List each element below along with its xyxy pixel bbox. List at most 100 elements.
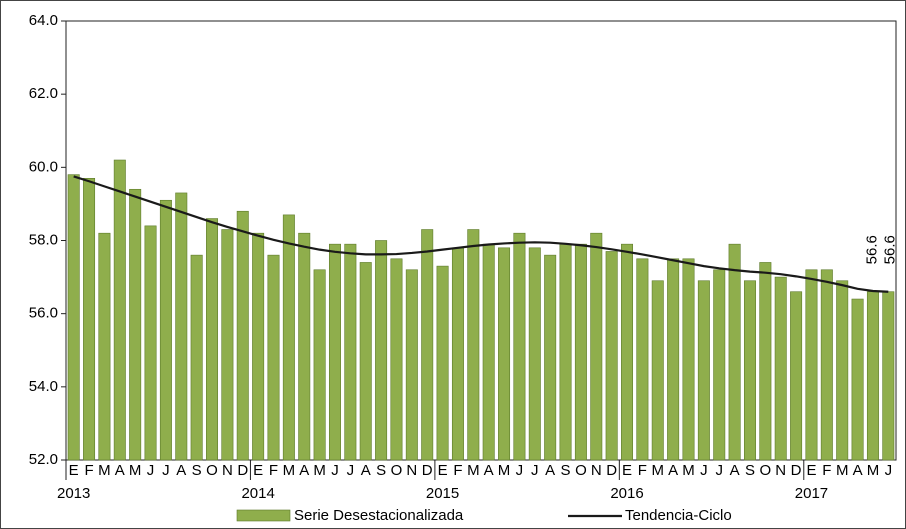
bar: [129, 188, 142, 461]
legend-label: Tendencia-Ciclo: [625, 507, 732, 524]
x-tick-label: F: [822, 462, 831, 479]
y-tick-label: 62.0: [29, 85, 58, 102]
x-tick-label: M: [498, 462, 511, 479]
year-label: 2013: [57, 485, 90, 502]
x-tick-label: J: [885, 462, 893, 479]
x-tick-label: M: [283, 462, 296, 479]
x-tick-label: M: [98, 462, 111, 479]
year-label: 2014: [241, 485, 274, 502]
x-tick-label: O: [391, 462, 403, 479]
bar: [359, 262, 372, 461]
bar: [67, 174, 80, 461]
bar: [451, 247, 464, 461]
bar: [574, 243, 587, 461]
x-tick-label: A: [361, 462, 371, 479]
x-tick-label: O: [206, 462, 218, 479]
bar: [682, 258, 695, 461]
x-tick-label: E: [438, 462, 448, 479]
y-tick-label: 60.0: [29, 158, 58, 175]
y-tick-label: 54.0: [29, 378, 58, 395]
bar: [621, 243, 634, 461]
x-tick-label: M: [652, 462, 665, 479]
x-tick-label: N: [222, 462, 233, 479]
bar: [636, 258, 649, 461]
bar: [375, 240, 388, 461]
legend-label: Serie Desestacionalizada: [294, 507, 464, 524]
bar: [559, 243, 572, 461]
x-tick-label: E: [253, 462, 263, 479]
bar: [713, 269, 726, 461]
x-tick-label: F: [453, 462, 462, 479]
bar: [544, 254, 557, 461]
year-label: 2017: [795, 485, 828, 502]
data-label: 56.6: [881, 235, 898, 264]
bar: [313, 269, 326, 461]
bar: [528, 247, 541, 461]
x-tick-label: J: [331, 462, 339, 479]
x-tick-label: J: [715, 462, 723, 479]
x-tick-label: N: [406, 462, 417, 479]
legend-swatch: [236, 509, 291, 522]
bar: [820, 269, 833, 461]
bar: [390, 258, 403, 461]
bar: [236, 210, 249, 461]
bar: [175, 192, 188, 461]
x-tick-label: F: [84, 462, 93, 479]
year-label: 2015: [426, 485, 459, 502]
x-tick-label: J: [516, 462, 524, 479]
x-tick-label: A: [484, 462, 494, 479]
bar: [267, 254, 280, 461]
bar: [98, 232, 111, 461]
bar: [866, 291, 879, 461]
bar: [298, 232, 311, 461]
x-tick-label: O: [575, 462, 587, 479]
x-tick-label: M: [867, 462, 880, 479]
bar: [790, 291, 803, 461]
x-tick-label: M: [313, 462, 326, 479]
x-tick-label: A: [730, 462, 740, 479]
x-tick-label: M: [682, 462, 695, 479]
x-tick-label: N: [775, 462, 786, 479]
bar: [206, 218, 219, 461]
x-tick-label: A: [668, 462, 678, 479]
y-tick-label: 64.0: [29, 12, 58, 29]
bar: [667, 258, 680, 461]
x-tick-label: N: [591, 462, 602, 479]
x-tick-label: M: [836, 462, 849, 479]
x-tick-label: F: [269, 462, 278, 479]
x-tick-label: A: [853, 462, 863, 479]
bar: [436, 265, 449, 461]
bar: [83, 178, 96, 461]
bar: [328, 243, 341, 461]
x-tick-label: S: [745, 462, 755, 479]
bar: [344, 243, 357, 461]
bar: [159, 199, 172, 461]
x-tick-label: D: [237, 462, 248, 479]
bar: [513, 232, 526, 461]
year-label: 2016: [610, 485, 643, 502]
data-label: 56.6: [863, 235, 880, 264]
bar: [728, 243, 741, 461]
bar: [697, 280, 710, 461]
bar: [836, 280, 849, 461]
bar: [498, 247, 511, 461]
x-tick-label: S: [561, 462, 571, 479]
bar: [405, 269, 418, 461]
bar: [467, 229, 480, 461]
x-tick-label: J: [347, 462, 355, 479]
x-tick-label: D: [791, 462, 802, 479]
x-tick-label: E: [69, 462, 79, 479]
x-tick-label: A: [545, 462, 555, 479]
x-tick-label: E: [622, 462, 632, 479]
x-tick-label: D: [606, 462, 617, 479]
x-tick-label: J: [531, 462, 539, 479]
x-tick-label: S: [192, 462, 202, 479]
trend-line: [73, 175, 889, 293]
x-tick-label: J: [162, 462, 170, 479]
bar: [774, 276, 787, 461]
x-tick-label: M: [129, 462, 142, 479]
bar: [221, 229, 234, 461]
x-tick-label: J: [700, 462, 708, 479]
bar: [190, 254, 203, 461]
bar: [590, 232, 603, 461]
